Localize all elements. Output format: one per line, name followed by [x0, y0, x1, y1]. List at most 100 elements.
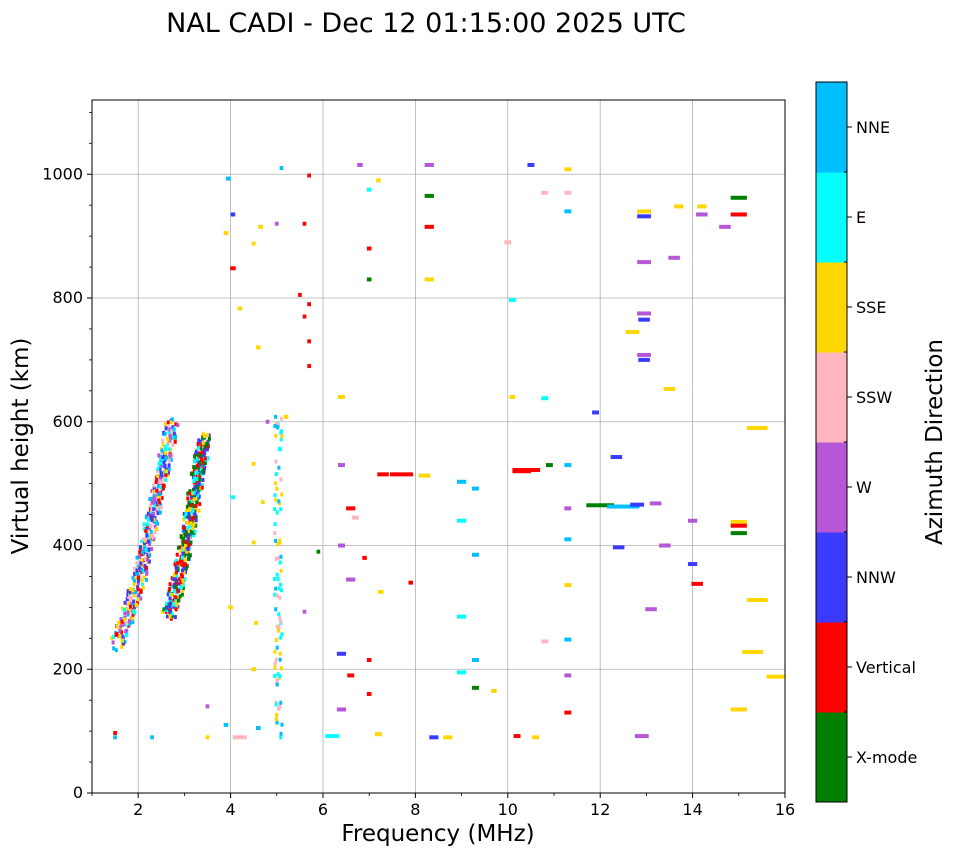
echo-point — [491, 688, 497, 693]
echo-point — [687, 518, 698, 523]
trace-echo — [150, 547, 154, 552]
trace-echo — [167, 430, 171, 435]
trace-echo — [166, 439, 170, 444]
trace-echo — [202, 448, 206, 453]
trace-echo — [169, 420, 173, 425]
trace-echo — [194, 518, 198, 523]
echo-point — [471, 552, 479, 557]
trace-echo — [161, 438, 165, 443]
echo-point — [366, 187, 372, 192]
trace-echo — [125, 597, 129, 602]
echo-points — [113, 162, 785, 740]
trace-echo — [139, 588, 143, 593]
echo-point — [456, 670, 467, 675]
trace-echo — [187, 515, 191, 520]
trace-echo — [171, 435, 175, 440]
spread-echo — [274, 607, 278, 612]
trace-echo — [132, 582, 136, 587]
trace-echo — [165, 455, 169, 460]
trace-echo — [197, 462, 201, 467]
trace-echo — [131, 601, 135, 606]
trace-echo — [164, 478, 168, 483]
trace-echo — [138, 565, 142, 570]
y-axis-ticks: 0 200 400 600 800 1000 — [42, 111, 92, 802]
trace-echo — [140, 539, 144, 544]
trace-echo — [176, 561, 180, 566]
spread-echo — [274, 472, 278, 477]
echo-point — [637, 311, 652, 316]
echo-point — [730, 523, 747, 528]
trace-echo — [144, 548, 148, 553]
echo-point — [456, 518, 467, 523]
echo-point — [113, 735, 117, 740]
trace-echo — [128, 621, 132, 626]
echo-point — [730, 531, 747, 536]
trace-echo — [168, 427, 172, 432]
echo-point — [254, 620, 258, 625]
trace-echo — [196, 442, 200, 447]
trace-echo — [168, 596, 172, 601]
trace-echo — [201, 460, 205, 465]
trace-echo — [129, 596, 133, 601]
spread-echo — [277, 706, 281, 711]
trace-echo — [184, 511, 188, 516]
trace-echo — [180, 574, 184, 579]
trace-echo — [134, 576, 138, 581]
trace-echo — [135, 560, 139, 565]
trace-echo — [186, 533, 190, 538]
trace-echo — [198, 453, 202, 458]
echo-point — [418, 473, 431, 478]
trace-echo — [170, 417, 174, 422]
trace-echo — [136, 563, 140, 568]
trace-echo — [198, 473, 202, 478]
trace-echo — [177, 581, 181, 586]
spread-echo — [274, 702, 278, 707]
colorbar-swatch-nnw — [816, 532, 847, 623]
echo-point — [456, 614, 467, 619]
echo-point — [637, 260, 652, 265]
y-axis-label: Virtual height (km) — [8, 338, 34, 555]
echo-point — [509, 395, 516, 399]
trace-echo — [196, 490, 200, 495]
trace-echo — [167, 458, 171, 463]
trace-echo — [201, 465, 205, 470]
trace-echo — [166, 436, 170, 441]
trace-echo — [182, 517, 186, 522]
trace-echo — [135, 568, 139, 573]
trace-echo — [186, 537, 190, 542]
trace-echo — [131, 575, 135, 580]
echo-point — [637, 209, 652, 214]
trace-echo — [148, 542, 152, 547]
echo-point — [336, 651, 347, 656]
trace-echo — [125, 621, 129, 626]
trace-echo — [176, 598, 180, 603]
spread-echo — [277, 586, 281, 591]
trace-echo — [136, 571, 140, 576]
trace-echo — [140, 578, 144, 583]
trace-echo — [141, 585, 145, 590]
trace-echo — [199, 467, 203, 472]
trace-echo — [176, 567, 180, 572]
trace-echo — [173, 439, 177, 444]
colorbar-label: Azimuth Direction — [922, 339, 948, 545]
echo-point — [730, 195, 747, 200]
trace-echo — [136, 575, 140, 580]
spread-echoes — [273, 414, 284, 740]
trace-echo — [170, 611, 174, 616]
spread-echo — [274, 637, 278, 642]
trace-echo — [169, 616, 173, 621]
spread-echo — [280, 632, 284, 637]
trace-echo — [144, 577, 148, 582]
echo-point — [471, 657, 479, 662]
spread-echo — [275, 425, 279, 430]
spread-echo — [273, 522, 277, 527]
echo-point — [512, 469, 531, 474]
trace-echo — [175, 595, 179, 600]
spread-echo — [275, 486, 279, 491]
trace-echo — [186, 496, 190, 501]
echo-point — [336, 707, 347, 712]
trace-echo — [156, 506, 160, 511]
trace-echo — [164, 472, 168, 477]
trace-echo — [189, 521, 193, 526]
trace-echo — [155, 473, 159, 478]
